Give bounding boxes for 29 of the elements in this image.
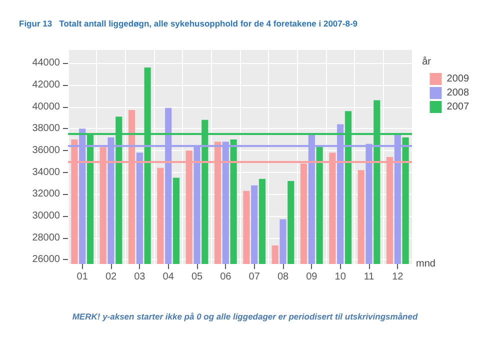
x-tick-label: 08 [277,272,289,282]
legend-title: år [422,56,432,68]
y-tick-label: 32000 [32,188,60,200]
x-tick-label: 05 [191,272,203,282]
x-tick-label: 12 [392,272,404,282]
text: MERK! y-aksen starter ikke på 0 og alle liggedager er periodisert til utskrivingsmåned [72,312,418,322]
y-tick-label: 26000 [32,254,60,266]
y-tick-label: 34000 [32,166,60,178]
x-tick-label: 11 [364,272,375,282]
x-axis-title: mnd [416,258,436,270]
y-tick-label: 30000 [32,210,60,222]
chart-title: Figur 13 Totalt antall liggedøgn, alle sykehusopphold for de 4 foretakene i 2007-8-9 [19,18,358,28]
x-tick-label: 10 [334,272,346,282]
y-tick-label: 42000 [32,79,60,90]
y-tick-label: 38000 [32,123,60,134]
y-tick-label: 28000 [32,232,60,244]
y-tick-label: 44000 [32,58,60,69]
x-tick-label: 01 [76,272,88,282]
x-tick-label: 09 [306,272,318,282]
legend-label: 2007 [446,102,470,112]
x-tick-label: 06 [220,272,232,282]
x-tick-label: 03 [134,272,146,282]
legend-label: 2008 [446,88,470,98]
x-tick-label: 04 [162,272,174,282]
legend-label: 2009 [446,74,470,84]
y-tick-label: 40000 [32,101,60,112]
x-tick-label: 02 [105,272,117,282]
y-tick-label: 36000 [32,144,60,156]
x-tick-label: 07 [248,272,260,282]
